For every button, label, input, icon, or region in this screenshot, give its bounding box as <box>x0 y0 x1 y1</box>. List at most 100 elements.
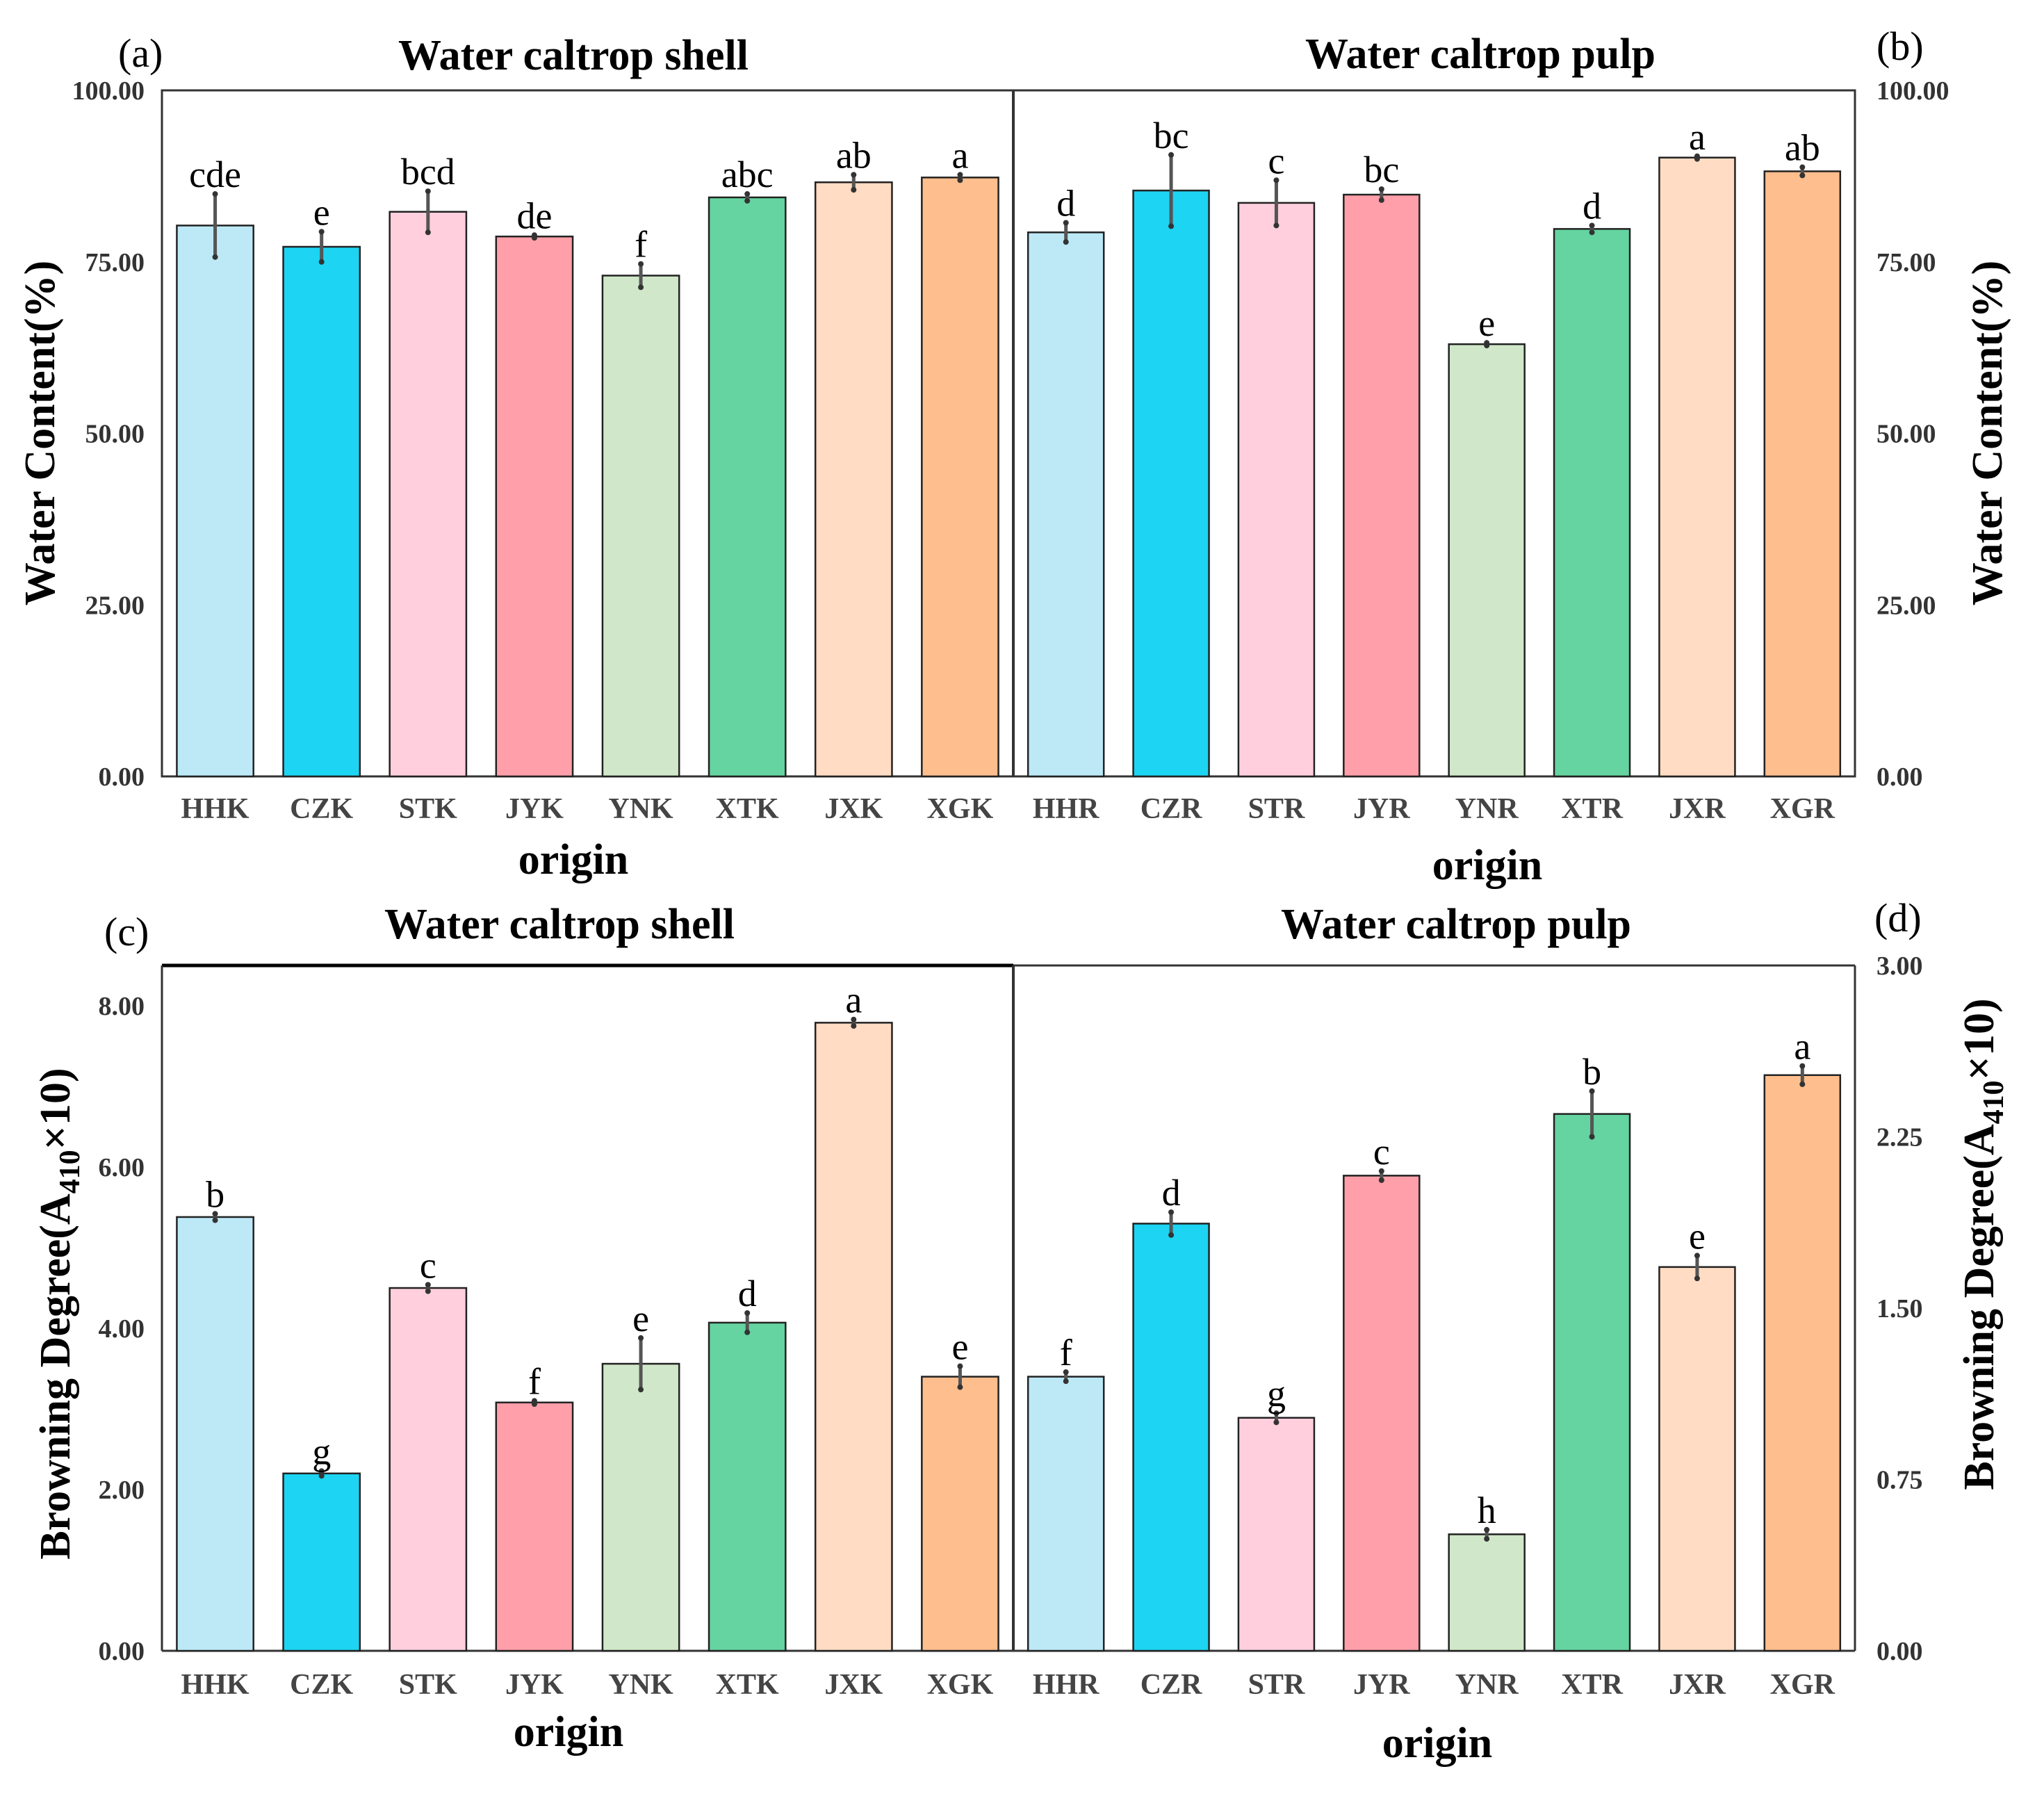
bar-JXK <box>814 181 893 778</box>
error-cap <box>638 284 644 291</box>
panel-c-bars: b HHK g CZK c STK f JYK e YNK d XTK a JXK e XGK <box>176 979 999 1701</box>
error-cap <box>531 235 537 241</box>
y-axis-right-top: 0.00 25.00 50.00 75.00 100.00 <box>1877 76 1949 792</box>
significance-letter: f <box>528 1360 541 1402</box>
bar-STR <box>1237 202 1316 778</box>
bar-STK <box>389 211 468 778</box>
error-cap <box>1694 1253 1700 1259</box>
x-tick-label: JYK <box>505 1669 564 1701</box>
significance-letter: e <box>1689 1215 1706 1257</box>
y-tick-label: 8.00 <box>99 992 145 1021</box>
error-cap <box>1694 156 1700 162</box>
error-cap <box>744 197 751 204</box>
error-cap <box>1063 220 1069 226</box>
significance-letter: d <box>1056 182 1075 224</box>
significance-letter: a <box>845 979 862 1021</box>
y-axis-left-top: 0.00 25.00 50.00 75.00 100.00 <box>72 76 145 792</box>
error-cap <box>1273 177 1279 184</box>
x-tick-label: JXK <box>824 793 883 825</box>
error-cap <box>212 1211 218 1217</box>
error-cap <box>1589 1088 1595 1094</box>
error-cap <box>1589 1134 1595 1140</box>
x-tick-label: HHR <box>1033 793 1099 825</box>
significance-letter: b <box>1583 1051 1601 1093</box>
error-cap <box>1589 222 1595 229</box>
error-cap <box>212 191 218 197</box>
bottom-row: (c) Water caltrop shell Water caltrop pu… <box>32 895 2010 1767</box>
bar-CZK <box>282 1472 361 1652</box>
panel-c-ylabel-sub: 410 <box>54 1150 86 1193</box>
panel-d-ylabel-main: Browning Degree(A <box>1956 1124 2003 1490</box>
error-cap <box>1273 222 1279 229</box>
y-tick-label: 0.00 <box>1877 1637 1923 1666</box>
x-tick-label: XTR <box>1561 793 1623 825</box>
y-tick-label: 50.00 <box>1877 420 1936 449</box>
error-cap <box>744 191 751 197</box>
panel-a-bars: cde HHK e CZK bcd STK de JYK f YNK abc XTK ab JXK a XGK <box>176 134 999 825</box>
panel-c-ylabel-main: Browning Degree(A <box>32 1193 79 1560</box>
significance-letter: abc <box>721 154 774 195</box>
bar-XGK <box>921 177 999 778</box>
x-tick-label: JYR <box>1353 1669 1410 1701</box>
x-tick-label: JYK <box>505 793 564 825</box>
panel-b-bars: d HHR bc CZR c STR bc JYR e YNR d XTR a JXR ab XGR <box>1027 115 1842 825</box>
y-tick-label: 6.00 <box>99 1153 145 1182</box>
bar-STK <box>389 1287 468 1652</box>
significance-letter: g <box>312 1430 331 1472</box>
error-cap <box>425 188 431 195</box>
panel-c-ylabel-tail: ×10) <box>32 1068 79 1150</box>
bar-YNR <box>1448 1533 1526 1652</box>
panel-a-label: (a) <box>118 31 163 76</box>
bar-XTK <box>708 1321 787 1652</box>
significance-letter: h <box>1478 1490 1496 1531</box>
y-axis-left-bottom: 0.00 2.00 4.00 6.00 8.00 <box>99 992 145 1666</box>
panel-a-xlabel: origin <box>518 836 628 883</box>
bar-JYR <box>1343 193 1421 778</box>
y-axis-right-bottom: 0.00 0.75 1.50 2.25 3.00 <box>1877 952 1923 1666</box>
error-cap <box>212 254 218 260</box>
error-cap <box>1378 186 1384 193</box>
error-cap <box>957 1363 963 1369</box>
error-cap <box>1484 1535 1490 1542</box>
error-cap <box>851 187 857 193</box>
error-cap <box>1168 1232 1175 1238</box>
panel-c-xlabel: origin <box>514 1709 623 1756</box>
significance-letter: a <box>951 134 968 176</box>
significance-letter: bc <box>1154 115 1189 156</box>
error-cap <box>957 177 963 184</box>
y-tick-label: 1.50 <box>1877 1294 1923 1323</box>
x-tick-label: XTK <box>716 793 779 825</box>
bar-HHK <box>176 225 254 778</box>
x-tick-label: XGK <box>927 793 994 825</box>
bar-CZK <box>282 245 361 778</box>
bar-XTR <box>1553 228 1631 778</box>
error-cap <box>638 1387 644 1393</box>
panel-d-xlabel: origin <box>1382 1720 1492 1767</box>
y-tick-label: 75.00 <box>85 248 145 277</box>
error-cap <box>1589 229 1595 236</box>
bar-JYR <box>1343 1175 1421 1652</box>
bar-XTK <box>708 196 787 778</box>
significance-letter: bcd <box>401 151 455 193</box>
significance-letter: d <box>1583 185 1601 227</box>
error-cap <box>957 172 963 178</box>
significance-letter: b <box>206 1173 224 1215</box>
significance-letter: f <box>1060 1332 1072 1373</box>
error-cap <box>1378 197 1384 203</box>
error-cap <box>851 1016 857 1022</box>
significance-letter: a <box>1689 116 1706 158</box>
x-tick-label: HHK <box>181 1669 250 1701</box>
bar-JXR <box>1658 1266 1736 1652</box>
x-tick-label: STR <box>1248 793 1305 825</box>
error-cap <box>1063 1369 1069 1376</box>
bar-YNR <box>1448 343 1526 778</box>
significance-letter: bc <box>1364 149 1399 190</box>
x-tick-label: HHK <box>181 793 250 825</box>
error-cap <box>318 1473 325 1479</box>
significance-letter: d <box>738 1273 757 1314</box>
error-cap <box>425 229 431 236</box>
y-tick-label: 25.00 <box>85 591 145 620</box>
panel-d-ylabel: Browning Degree(A410×10) <box>1956 998 2010 1490</box>
bar-XGK <box>921 1376 999 1652</box>
bar-CZR <box>1132 189 1210 778</box>
